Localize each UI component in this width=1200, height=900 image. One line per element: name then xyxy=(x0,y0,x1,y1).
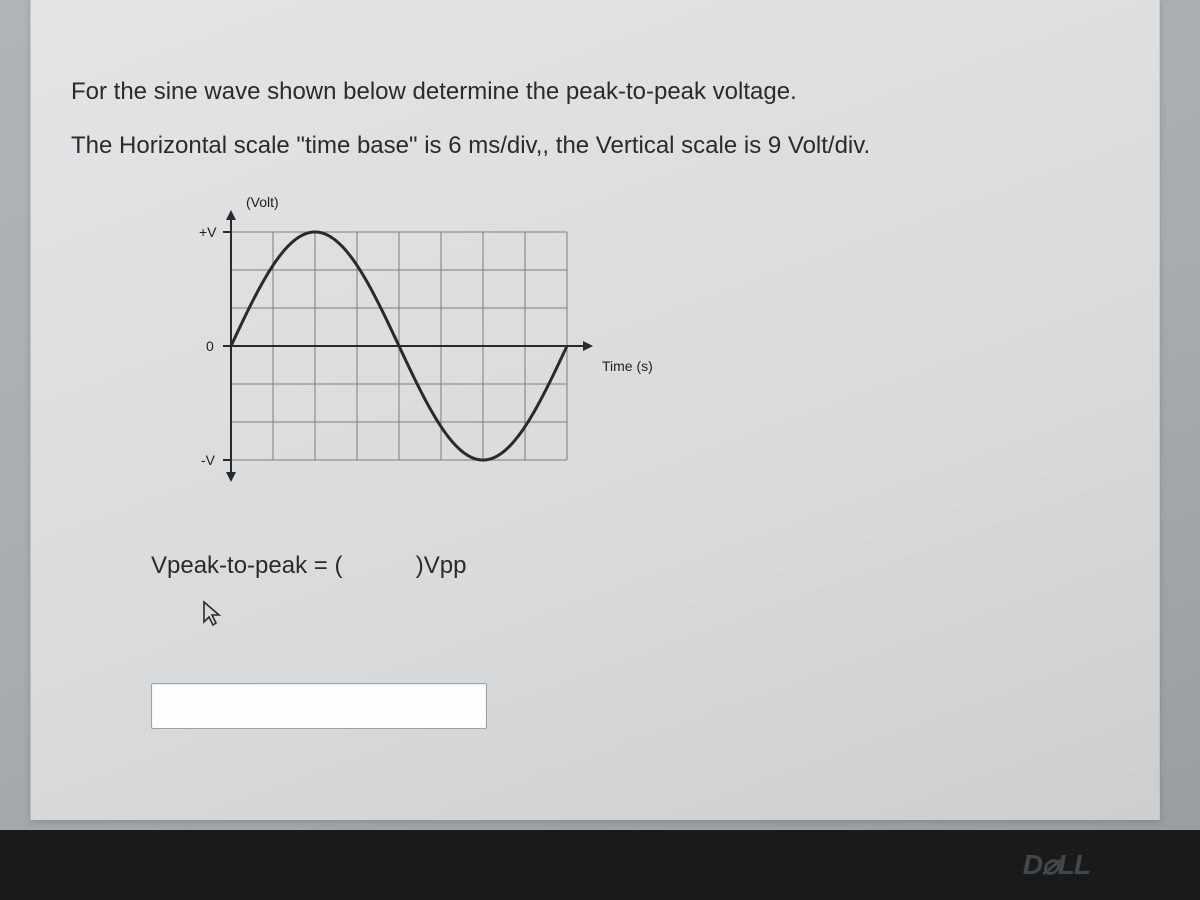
answer-expression: Vpeak-to-peak = ( )Vpp xyxy=(151,552,1109,580)
question-page: For the sine wave shown below determine … xyxy=(30,0,1160,820)
answer-input[interactable] xyxy=(151,683,487,729)
svg-text:Time (s): Time (s) xyxy=(602,358,653,374)
cursor-icon xyxy=(201,600,1109,633)
answer-suffix: )Vpp xyxy=(416,552,467,579)
svg-text:0: 0 xyxy=(206,338,214,354)
answer-prefix: Vpeak-to-peak = ( xyxy=(151,552,342,579)
svg-text:+V: +V xyxy=(199,224,217,240)
question-line-1: For the sine wave shown below determine … xyxy=(71,75,1109,109)
question-line-2: The Horizontal scale "time base" is 6 ms… xyxy=(71,129,1109,163)
chart-svg: (Volt) Time (s) +V 0 -V xyxy=(161,192,681,512)
sine-wave-chart: (Volt) Time (s) +V 0 -V xyxy=(161,192,681,512)
svg-text:(Volt): (Volt) xyxy=(246,194,279,210)
svg-text:-V: -V xyxy=(201,452,216,468)
monitor-bezel: D⌀LL xyxy=(0,830,1200,900)
dell-logo: D⌀LL xyxy=(1023,848,1090,881)
